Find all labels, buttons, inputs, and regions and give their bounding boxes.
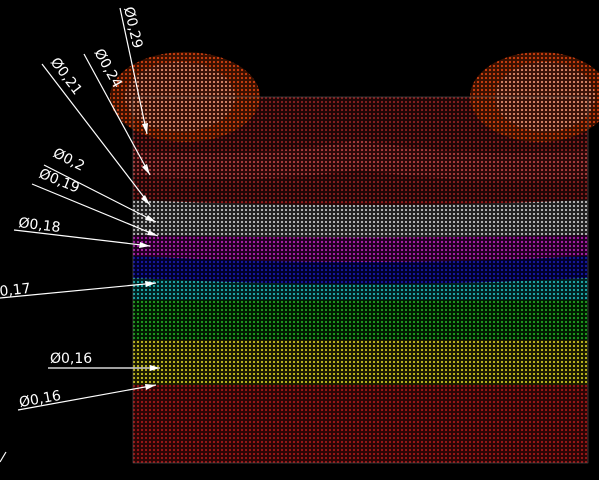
dimension-label: Ø0,24 xyxy=(91,46,125,91)
dimension-label: 0,17 xyxy=(0,281,31,300)
dimension-label: Ø0,16 xyxy=(50,351,92,367)
leaders xyxy=(0,7,160,463)
hatch-field xyxy=(110,52,599,464)
dimension-label: Ø0,16 xyxy=(18,388,62,411)
dimension-label: Ø0,21 xyxy=(47,55,85,98)
dimension-label: Ø0,18 xyxy=(18,215,62,236)
labels: Ø0,29 Ø0,24 Ø0,21 Ø0,2 Ø0,19 Ø0,18 0,17 … xyxy=(0,5,145,411)
